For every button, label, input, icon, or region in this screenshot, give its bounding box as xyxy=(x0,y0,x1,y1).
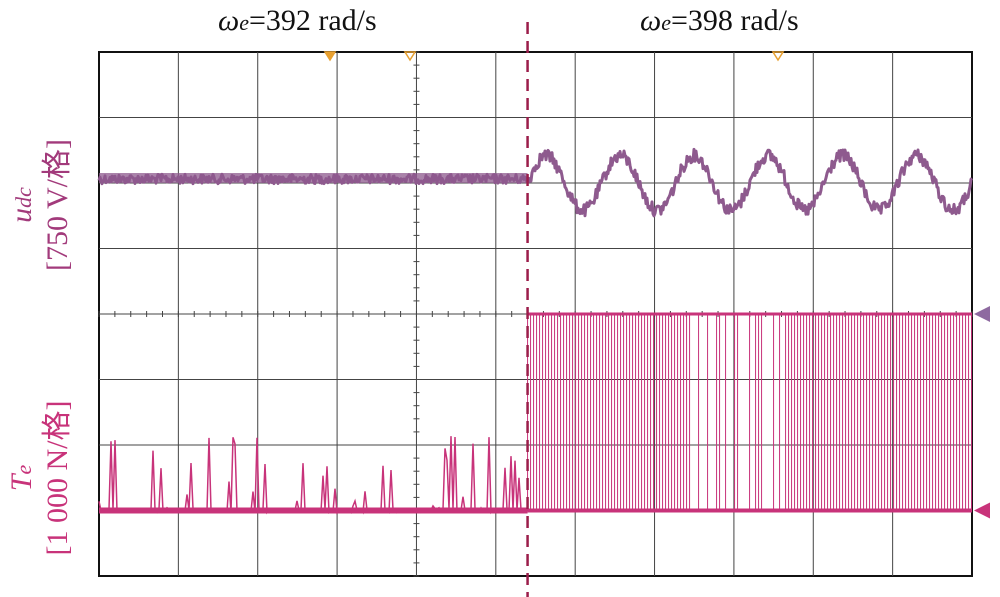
te-scale: [1 000 N/格] xyxy=(41,400,74,556)
te-line-pre xyxy=(98,436,528,515)
omega-subscript: e xyxy=(661,10,671,35)
te-baseline xyxy=(99,507,528,514)
udc-axis-label: udc [750 V/格] xyxy=(5,105,75,305)
udc-band xyxy=(99,173,528,183)
right-speed-label: ωe=398 rad/s xyxy=(640,4,799,38)
te-symbol: Te xyxy=(5,464,38,492)
te-axis-label: Te [1 000 N/格] xyxy=(5,368,75,588)
left-speed-label: ωe=392 rad/s xyxy=(218,4,377,38)
udc-ground-arrow xyxy=(974,306,990,322)
udc-trace xyxy=(97,147,974,218)
left-speed-value: =392 rad/s xyxy=(248,4,377,37)
markers xyxy=(323,51,990,519)
te-switching xyxy=(527,314,973,511)
te-ground-arrow xyxy=(974,502,990,519)
top-marker xyxy=(323,51,337,62)
right-speed-value: =398 rad/s xyxy=(670,4,799,37)
udc-symbol: udc xyxy=(5,187,38,223)
top-marker xyxy=(403,51,417,62)
omega-symbol: ω xyxy=(640,4,662,37)
omega-subscript: e xyxy=(239,10,249,35)
top-marker xyxy=(771,51,785,62)
omega-symbol: ω xyxy=(218,4,240,37)
udc-scale: [750 V/格] xyxy=(41,139,74,271)
te-trace xyxy=(98,312,973,515)
